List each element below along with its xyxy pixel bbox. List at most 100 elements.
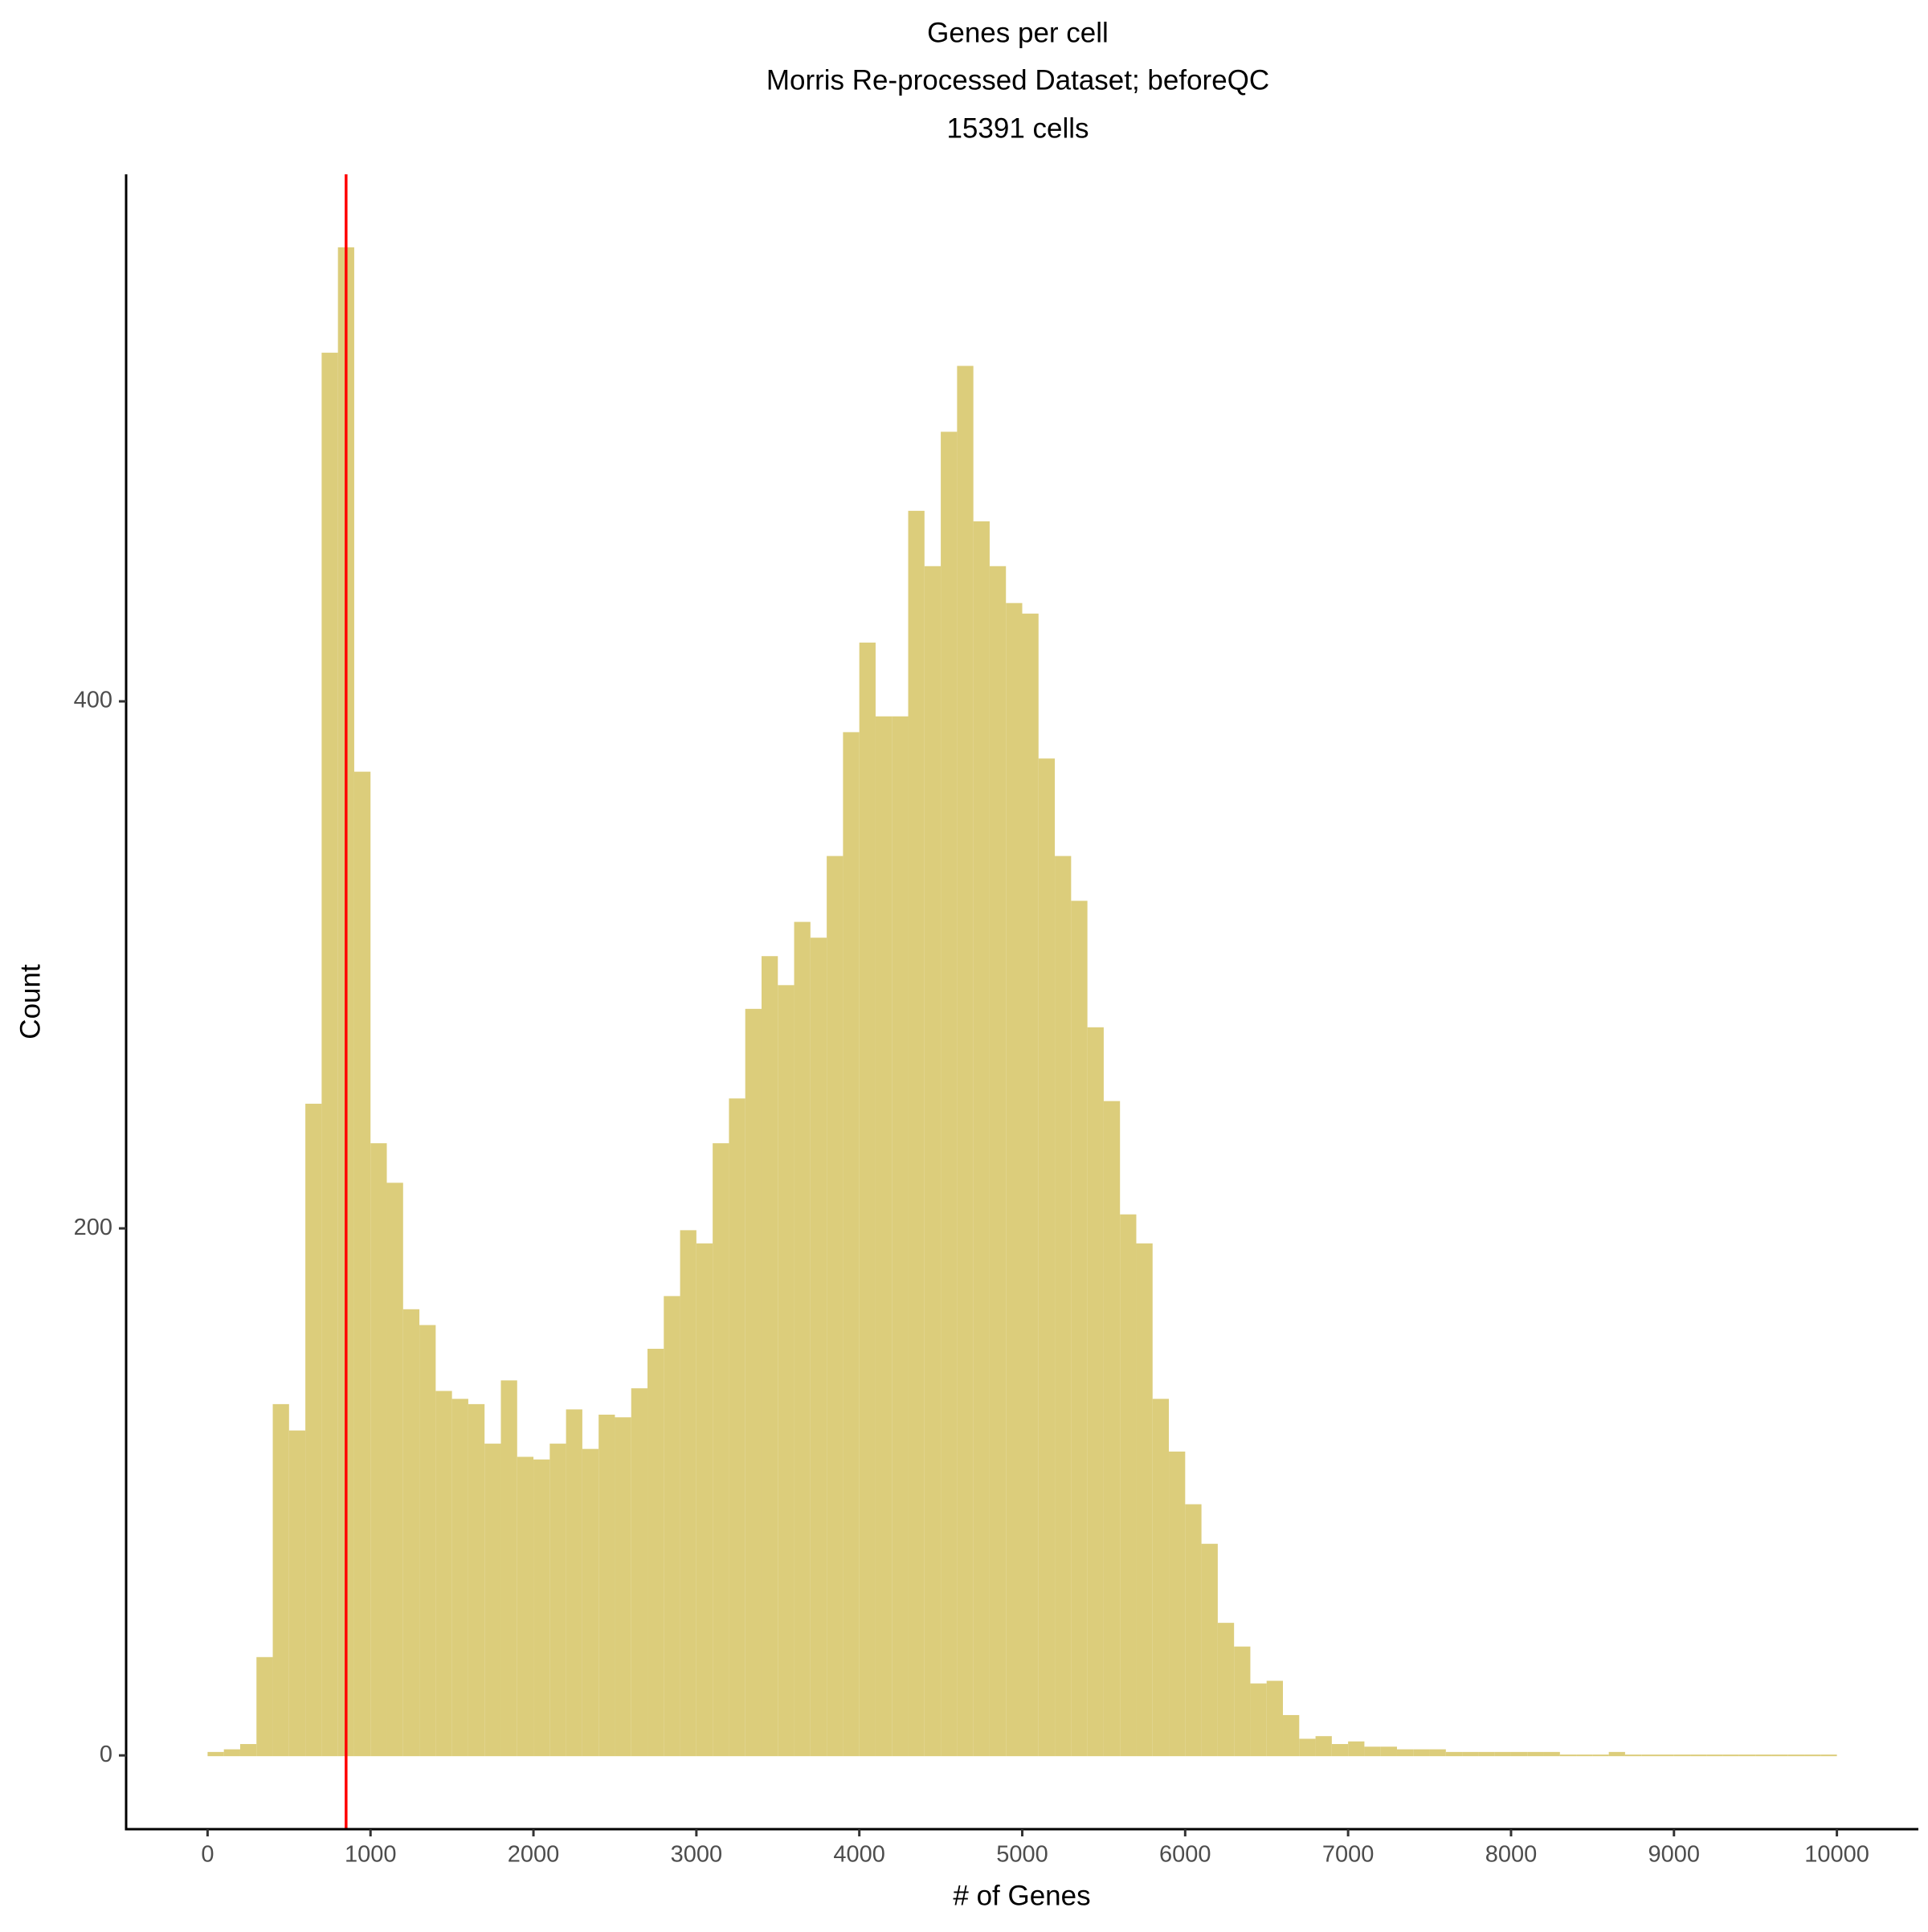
- bar: [1722, 1754, 1739, 1757]
- bar: [924, 566, 942, 1757]
- bar: [1543, 1751, 1560, 1757]
- bar: [288, 1430, 306, 1757]
- bar: [1510, 1751, 1528, 1757]
- bar: [1820, 1754, 1837, 1757]
- x-tick-label: 9000: [1648, 1842, 1701, 1868]
- bar: [1608, 1751, 1625, 1757]
- x-tick-label: 10000: [1804, 1842, 1869, 1868]
- bar: [207, 1751, 224, 1757]
- bar: [321, 353, 338, 1757]
- bar: [1331, 1744, 1349, 1757]
- bar: [451, 1399, 468, 1757]
- chart-title: Genes per cell: [927, 17, 1109, 48]
- bar: [1299, 1738, 1316, 1757]
- bar: [549, 1444, 566, 1757]
- bar: [1804, 1754, 1821, 1757]
- bar: [1641, 1754, 1658, 1757]
- bar: [1396, 1749, 1414, 1757]
- bar: [1690, 1754, 1707, 1757]
- bar: [908, 510, 925, 1757]
- bar: [1071, 901, 1088, 1757]
- bar: [1755, 1754, 1772, 1757]
- bar: [1657, 1754, 1674, 1757]
- bar: [1364, 1746, 1381, 1757]
- bar: [582, 1448, 599, 1757]
- bar: [402, 1309, 420, 1757]
- bar: [1185, 1504, 1202, 1757]
- bar: [1038, 758, 1056, 1757]
- bar: [1055, 856, 1072, 1757]
- bar: [517, 1456, 534, 1757]
- bar: [1706, 1754, 1723, 1757]
- bar: [1478, 1751, 1495, 1757]
- bar: [973, 521, 990, 1757]
- x-axis-label: # of Genes: [953, 1880, 1090, 1911]
- x-tick-label: 6000: [1159, 1842, 1211, 1868]
- bar: [256, 1656, 273, 1757]
- bar: [223, 1749, 240, 1757]
- bar: [1559, 1754, 1577, 1757]
- bar: [386, 1182, 403, 1757]
- y-tick-label: 400: [74, 688, 112, 713]
- bar: [1283, 1714, 1300, 1757]
- bar: [647, 1348, 664, 1757]
- bar: [1771, 1754, 1788, 1757]
- bar: [761, 956, 778, 1757]
- bar: [468, 1403, 485, 1757]
- bar: [696, 1243, 713, 1757]
- bar: [859, 642, 876, 1757]
- bar: [1380, 1746, 1397, 1757]
- bar: [745, 1008, 762, 1757]
- bar: [1234, 1646, 1251, 1757]
- x-tick-label: 2000: [508, 1842, 560, 1868]
- bar: [239, 1744, 257, 1757]
- chart-subtitle: 15391 cells: [946, 112, 1089, 144]
- bar: [419, 1325, 436, 1757]
- x-tick-label: 3000: [671, 1842, 723, 1868]
- bar: [1266, 1681, 1284, 1757]
- bar: [1152, 1399, 1170, 1757]
- bar: [484, 1444, 501, 1757]
- x-tick-label: 7000: [1322, 1842, 1375, 1868]
- bar: [1592, 1754, 1609, 1757]
- bar: [843, 732, 860, 1757]
- bar: [566, 1409, 582, 1757]
- bar: [1576, 1754, 1593, 1757]
- bar: [729, 1098, 745, 1757]
- bar: [1413, 1749, 1430, 1757]
- bar: [664, 1296, 680, 1757]
- bar: [598, 1415, 615, 1757]
- bar: [1087, 1027, 1104, 1757]
- bar: [778, 985, 794, 1757]
- bar: [875, 716, 893, 1757]
- bar: [680, 1230, 696, 1757]
- y-tick-label: 200: [74, 1215, 112, 1240]
- bar: [533, 1459, 550, 1757]
- bar: [957, 366, 974, 1757]
- bar: [1217, 1623, 1235, 1757]
- bar: [1527, 1751, 1544, 1757]
- bar: [272, 1403, 289, 1757]
- bar: [1201, 1543, 1218, 1757]
- x-tick-label: 1000: [345, 1842, 397, 1868]
- x-tick-label: 8000: [1485, 1842, 1538, 1868]
- bar: [353, 771, 371, 1757]
- bar: [1120, 1214, 1137, 1757]
- y-tick-label: 0: [100, 1742, 112, 1767]
- bar: [1103, 1101, 1121, 1757]
- bar: [500, 1380, 517, 1757]
- bar: [713, 1143, 729, 1757]
- bar: [1006, 602, 1023, 1757]
- bar: [1494, 1751, 1511, 1757]
- bar: [1462, 1751, 1479, 1757]
- bar: [1022, 613, 1039, 1757]
- x-tick-label: 4000: [833, 1842, 885, 1868]
- bar: [1429, 1749, 1446, 1757]
- bar: [1348, 1741, 1365, 1757]
- bar: [794, 921, 811, 1757]
- bar: [810, 937, 827, 1757]
- bar: [1738, 1754, 1756, 1757]
- bar: [370, 1143, 387, 1757]
- bar: [435, 1391, 452, 1757]
